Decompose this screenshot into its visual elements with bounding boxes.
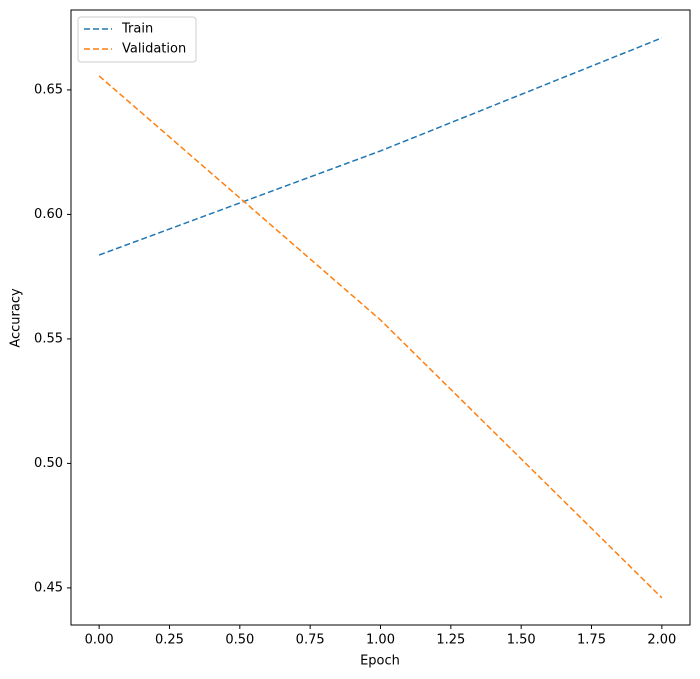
x-tick-label: 0.00 — [85, 633, 114, 648]
x-axis-label: Epoch — [360, 654, 400, 669]
y-tick-label: 0.45 — [34, 580, 63, 595]
x-tick-label: 0.25 — [155, 633, 184, 648]
x-tick-label: 1.00 — [366, 633, 395, 648]
y-tick-label: 0.55 — [34, 331, 63, 346]
line-series — [98, 75, 663, 599]
y-tick-label: 0.60 — [34, 207, 63, 222]
plot-frame — [70, 9, 691, 626]
line-series — [98, 37, 663, 256]
legend-label: Validation — [122, 42, 186, 57]
x-tick-label: 0.75 — [296, 633, 325, 648]
legend-label: Train — [121, 22, 153, 37]
x-tick-label: 1.25 — [436, 633, 465, 648]
x-tick-label: 1.75 — [577, 633, 606, 648]
y-axis-label: Accuracy — [9, 288, 24, 348]
x-tick-label: 1.50 — [507, 633, 536, 648]
x-tick-label: 2.00 — [647, 633, 676, 648]
x-tick-label: 0.50 — [225, 633, 254, 648]
y-tick-label: 0.65 — [34, 82, 63, 97]
y-tick-label: 0.50 — [34, 456, 63, 471]
